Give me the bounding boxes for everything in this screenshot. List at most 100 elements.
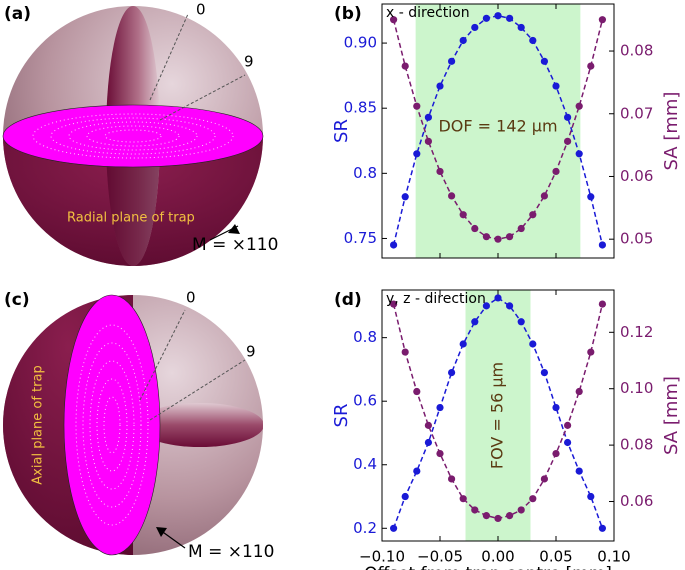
data-point bbox=[436, 403, 444, 412]
x-tick-label: 0.00 bbox=[481, 548, 514, 566]
shaded-span bbox=[415, 4, 581, 258]
y-tick-label: 0.75 bbox=[344, 229, 377, 247]
magnification: M = ×110 bbox=[188, 542, 274, 562]
chart-title: x - direction bbox=[386, 5, 470, 21]
data-point bbox=[424, 421, 432, 429]
y-axis-label: SR bbox=[331, 119, 352, 143]
data-point bbox=[598, 300, 607, 308]
data-point bbox=[587, 348, 595, 356]
data-point bbox=[552, 403, 560, 412]
data-point bbox=[413, 467, 421, 475]
data-point bbox=[540, 57, 549, 65]
data-point bbox=[564, 137, 572, 145]
data-point bbox=[482, 302, 490, 310]
data-point bbox=[529, 211, 537, 219]
data-point bbox=[598, 16, 607, 24]
plane-label: Radial plane of trap bbox=[67, 211, 195, 226]
data-point bbox=[529, 340, 537, 348]
marker-label: 0 bbox=[186, 289, 196, 307]
data-point bbox=[424, 137, 432, 145]
panel-label: (b) bbox=[334, 4, 362, 24]
data-point bbox=[552, 82, 560, 90]
data-point bbox=[448, 57, 456, 65]
y-tick-label: 0.4 bbox=[353, 455, 377, 473]
data-point bbox=[564, 438, 572, 447]
data-point bbox=[575, 150, 583, 158]
chart-title: y, z - direction bbox=[386, 291, 486, 307]
data-point bbox=[390, 241, 398, 249]
data-point bbox=[598, 241, 607, 249]
y2-tick-label: 0.12 bbox=[620, 323, 653, 341]
x-tick-label: −0.05 bbox=[417, 548, 463, 566]
y2-tick-label: 0.10 bbox=[620, 379, 653, 397]
data-point bbox=[413, 387, 421, 396]
data-point bbox=[506, 512, 514, 520]
data-point bbox=[517, 23, 525, 32]
shaded-span bbox=[465, 290, 531, 541]
data-point bbox=[517, 506, 525, 514]
plot-frame bbox=[381, 3, 615, 259]
data-point bbox=[459, 495, 467, 503]
data-point bbox=[494, 514, 502, 523]
y2-tick-label: 0.07 bbox=[620, 104, 653, 122]
data-point bbox=[436, 449, 444, 458]
data-point bbox=[390, 524, 398, 532]
data-point bbox=[564, 113, 572, 121]
data-point bbox=[564, 421, 572, 429]
data-point bbox=[482, 14, 490, 22]
sphere-c: 0 9 Axial plane of trap M = ×110 (c) bbox=[3, 289, 274, 562]
data-point bbox=[575, 467, 583, 475]
magnification: M = ×110 bbox=[192, 235, 278, 255]
data-point bbox=[448, 475, 456, 483]
data-point bbox=[587, 492, 595, 501]
data-point bbox=[552, 167, 560, 176]
y-tick-label: 0.90 bbox=[344, 34, 377, 52]
data-point bbox=[552, 449, 560, 458]
annotation: DOF = 142 μm bbox=[438, 117, 557, 136]
x-tick-label: 0.05 bbox=[539, 548, 572, 566]
data-point bbox=[401, 492, 409, 501]
data-point bbox=[424, 438, 432, 447]
data-point bbox=[390, 300, 398, 308]
data-point bbox=[401, 193, 409, 201]
data-point bbox=[482, 512, 490, 520]
marker-label: 9 bbox=[244, 53, 254, 71]
data-point bbox=[482, 233, 490, 241]
data-point bbox=[459, 211, 467, 219]
plot-frame bbox=[381, 289, 615, 542]
x-axis-label: Offset from trap centre [mm] bbox=[364, 564, 612, 570]
y2-tick-label: 0.06 bbox=[620, 167, 653, 185]
y-tick-label: 0.85 bbox=[344, 99, 377, 117]
marker-label: 0 bbox=[196, 1, 206, 19]
y-tick-label: 0.8 bbox=[353, 164, 377, 182]
data-point bbox=[448, 369, 456, 377]
data-point bbox=[459, 340, 467, 348]
data-point bbox=[506, 233, 514, 241]
annotation: FOV = 56 μm bbox=[488, 362, 507, 469]
y2-axis-label: SA [mm] bbox=[661, 376, 682, 455]
data-point bbox=[575, 387, 583, 396]
data-point bbox=[529, 495, 537, 503]
y-axis-label: SR bbox=[331, 404, 352, 428]
data-point bbox=[401, 62, 409, 70]
data-point bbox=[575, 102, 583, 110]
data-point bbox=[471, 224, 479, 233]
marker-label: 9 bbox=[246, 343, 256, 361]
data-point bbox=[436, 82, 444, 90]
panel-label: (c) bbox=[4, 290, 30, 310]
data-point bbox=[494, 294, 502, 302]
data-point bbox=[401, 348, 409, 356]
y2-tick-label: 0.08 bbox=[620, 436, 653, 454]
data-point bbox=[540, 475, 549, 483]
data-point bbox=[471, 23, 479, 32]
data-point bbox=[471, 318, 479, 326]
panel-label: (a) bbox=[4, 4, 31, 24]
data-point bbox=[436, 167, 444, 176]
data-point bbox=[529, 36, 537, 45]
sphere-a: 0 9 Radial plane of trap M = ×110 (a) bbox=[2, 1, 278, 266]
data-point bbox=[540, 192, 549, 200]
data-point bbox=[413, 150, 421, 158]
data-point bbox=[598, 524, 607, 532]
data-point bbox=[540, 369, 549, 377]
